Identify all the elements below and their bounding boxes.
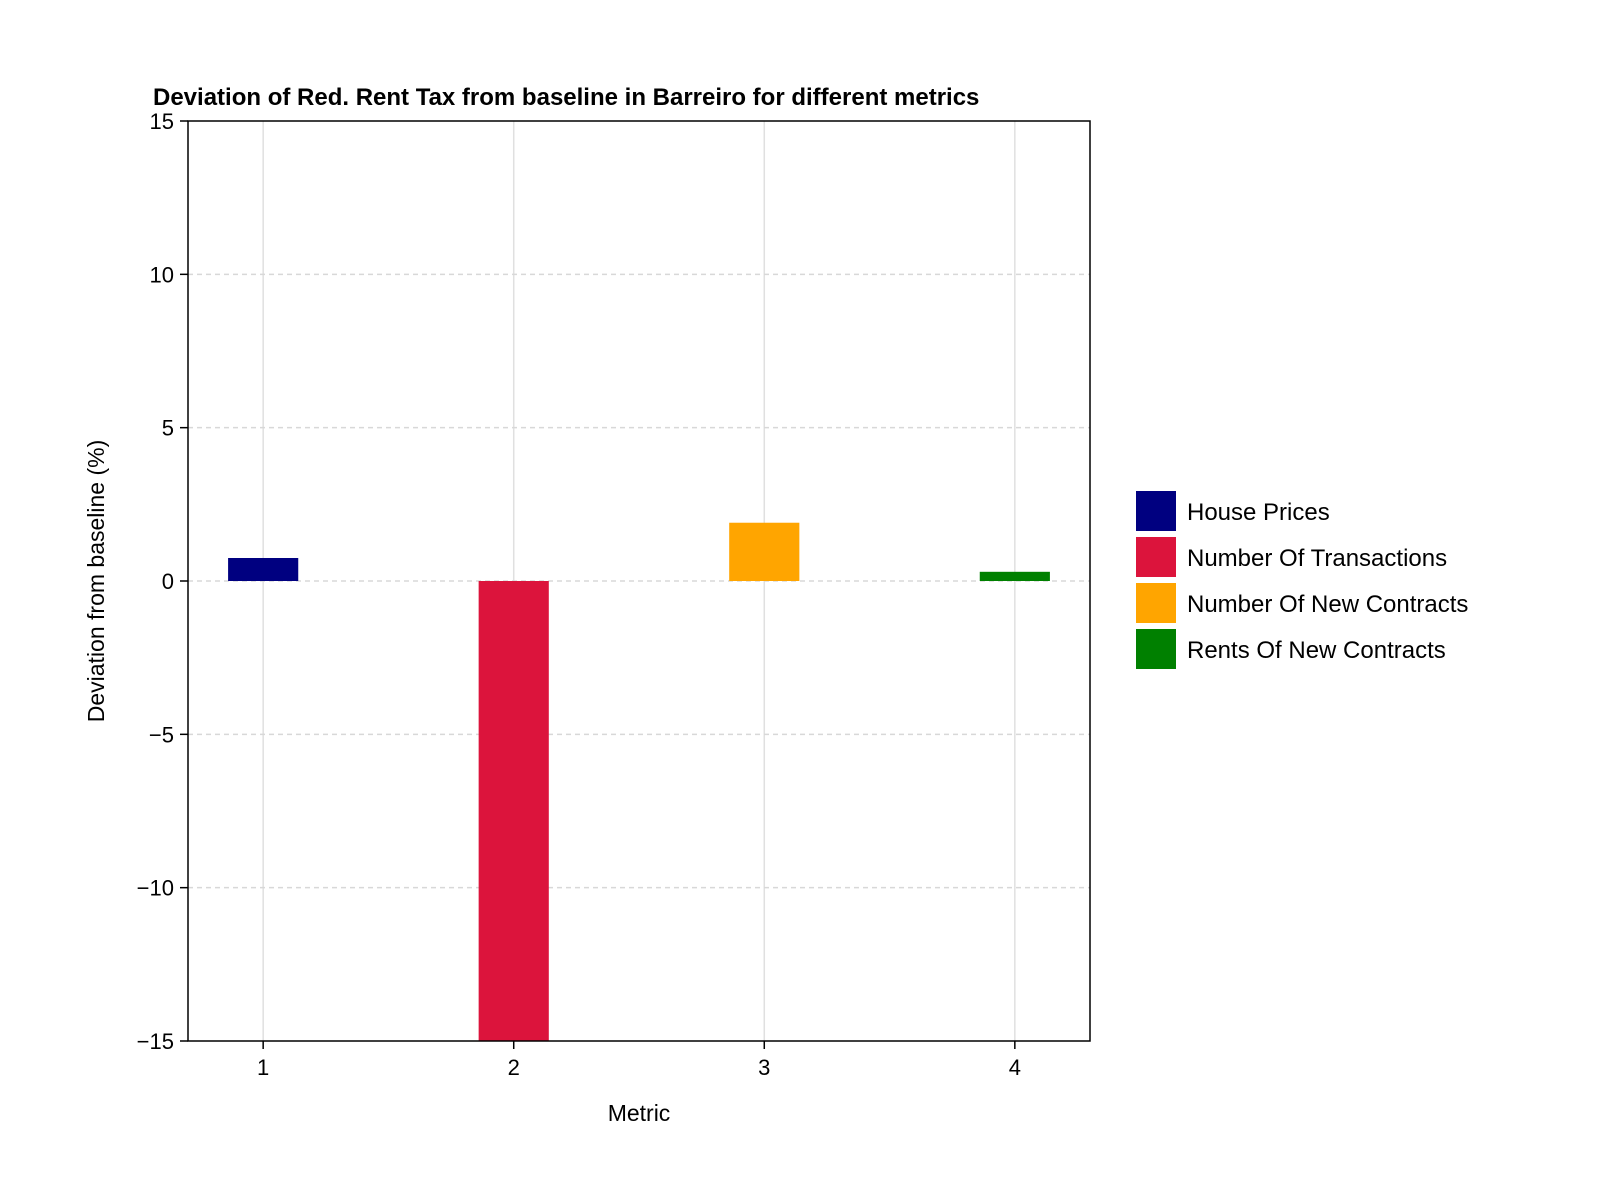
y-tick-label: −10 <box>137 876 174 901</box>
legend-swatch <box>1136 491 1176 531</box>
legend-label: Rents Of New Contracts <box>1187 637 1446 664</box>
legend-swatch <box>1136 583 1176 623</box>
y-axis-title: Deviation from baseline (%) <box>83 440 109 723</box>
y-tick-label: 15 <box>150 109 174 134</box>
legend: House Prices Number Of Transactions Number… <box>1136 491 1468 669</box>
legend-label: Number Of New Contracts <box>1187 591 1468 618</box>
y-tick-label: 10 <box>150 262 174 287</box>
legend-label: House Prices <box>1187 499 1330 526</box>
bar-number-of-new-contracts <box>729 522 800 581</box>
x-axis-title: Metric <box>608 1100 671 1126</box>
x-axis-ticks: 1 2 3 4 <box>257 1041 1021 1080</box>
y-tick-label: 5 <box>162 416 174 441</box>
bar-number-of-transactions <box>478 581 549 1041</box>
x-tick-label: 2 <box>508 1055 520 1080</box>
bar-house-prices <box>228 558 299 581</box>
legend-swatch <box>1136 537 1176 577</box>
bars <box>228 522 1050 1041</box>
bar-rents-of-new-contracts <box>979 571 1050 581</box>
chart-title: Deviation of Red. Rent Tax from baseline… <box>153 84 979 111</box>
y-tick-label: −15 <box>137 1029 174 1054</box>
y-tick-label: 0 <box>162 569 174 594</box>
legend-swatch <box>1136 629 1176 669</box>
legend-label: Number Of Transactions <box>1187 545 1447 572</box>
x-tick-label: 4 <box>1009 1055 1021 1080</box>
x-tick-label: 3 <box>758 1055 770 1080</box>
x-tick-label: 1 <box>257 1055 269 1080</box>
y-tick-label: −5 <box>149 722 174 747</box>
y-axis-ticks: −15 −10 −5 0 5 10 15 <box>137 109 188 1054</box>
grid-lines <box>188 121 1090 1041</box>
